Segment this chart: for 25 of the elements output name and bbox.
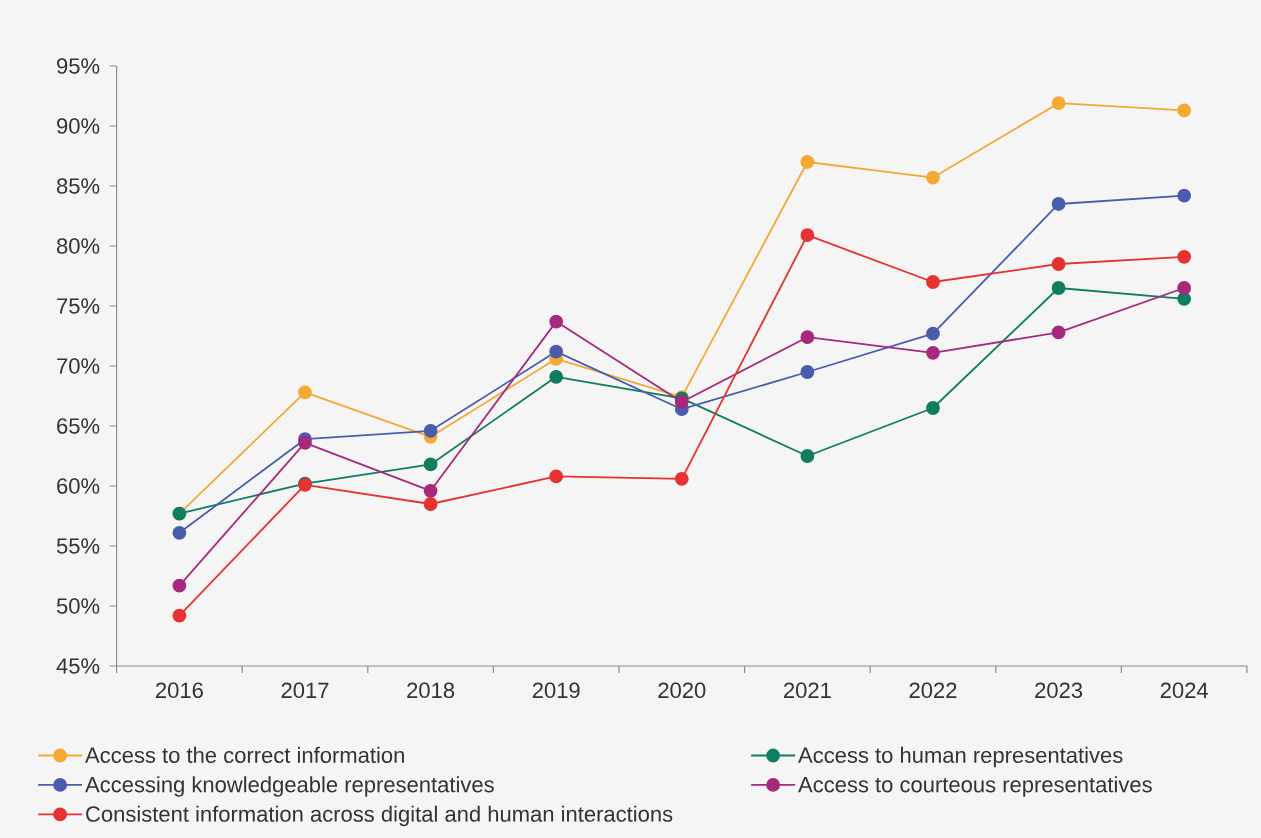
y-tick-label: 55%	[56, 538, 100, 554]
y-tick-label: 60%	[57, 478, 100, 494]
x-tick-label: 2023	[1035, 682, 1083, 699]
x-tick-label: 2024	[1160, 682, 1208, 699]
x-tick-label: 2018	[407, 682, 455, 699]
legend-label: Access to courteous representatives	[798, 776, 1152, 797]
y-tick-label: 45%	[56, 658, 100, 674]
x-tick-label: 2022	[909, 682, 957, 699]
x-tick-label: 2016	[156, 682, 203, 699]
legend-label: Accessing knowledgeable representatives	[85, 776, 494, 797]
y-tick-label: 50%	[56, 598, 100, 614]
y-tick-label: 95%	[57, 58, 100, 74]
x-tick-label: 2021	[784, 682, 831, 699]
x-tick-label: 2019	[532, 682, 580, 699]
legend-label: Access to human representatives	[798, 746, 1123, 768]
y-tick-label: 85%	[56, 178, 100, 194]
legend-label: Consistent information across digital and human interactions	[86, 805, 673, 827]
x-tick-label: 2017	[281, 682, 329, 699]
y-tick-label: 80%	[56, 238, 100, 254]
y-tick-label: 75%	[57, 298, 100, 314]
y-tick-label: 65%	[57, 418, 100, 434]
legend-label: Access to the correct information	[85, 746, 404, 763]
y-tick-label: 90%	[57, 118, 100, 134]
y-tick-label: 70%	[57, 358, 100, 374]
x-tick-label: 2020	[658, 682, 706, 699]
